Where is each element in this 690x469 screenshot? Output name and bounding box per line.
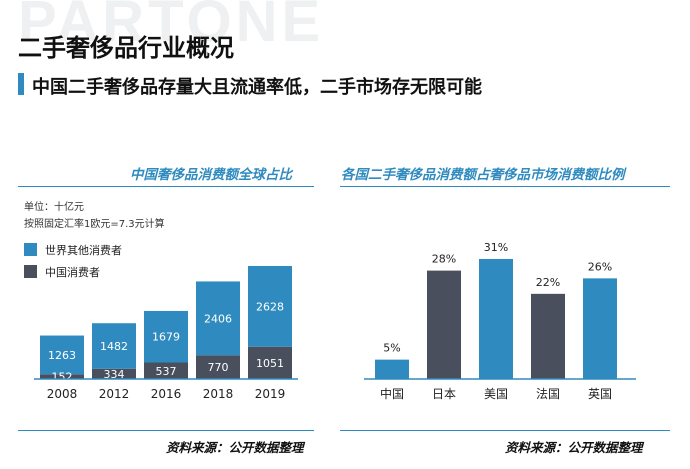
page-subtitle: 中国二手奢侈品存量大且流通率低，二手市场存无限可能 xyxy=(32,77,482,98)
label-china-2012: 334 xyxy=(104,368,125,381)
legend-swatch-world xyxy=(24,243,37,256)
bar-china-2008 xyxy=(40,374,84,379)
x-tick-法国: 法国 xyxy=(536,387,560,401)
bar-日本 xyxy=(427,270,461,379)
subtitle-accent-bar xyxy=(18,73,24,95)
legend-swatch-china xyxy=(24,265,37,278)
right-chart-title: 各国二手奢侈品消费额占奢侈品市场消费额比例 xyxy=(341,167,625,183)
bar-中国 xyxy=(375,359,409,379)
x-tick-2019: 2019 xyxy=(255,387,286,401)
value-label-法国: 22% xyxy=(536,276,560,289)
label-world-2018: 2406 xyxy=(204,312,232,325)
label-china-2016: 537 xyxy=(156,365,177,378)
x-tick-美国: 美国 xyxy=(484,387,508,401)
bar-china-2016 xyxy=(144,362,188,379)
x-tick-2008: 2008 xyxy=(47,387,78,401)
label-world-2019: 2628 xyxy=(256,300,284,313)
value-label-英国: 26% xyxy=(588,260,612,273)
bar-china-2018 xyxy=(196,355,240,379)
label-china-2008: 152 xyxy=(52,371,73,384)
left-chart-title: 中国奢侈品消费额全球占比 xyxy=(130,167,292,183)
right-footer-rule xyxy=(340,430,670,431)
left-title-rule xyxy=(18,186,314,187)
right-title-rule xyxy=(340,186,670,187)
unit-note: 单位：十亿元 xyxy=(24,202,84,213)
bar-美国 xyxy=(479,259,513,379)
bar-world-2016 xyxy=(144,310,188,363)
x-tick-2012: 2012 xyxy=(99,387,130,401)
bar-china-2019 xyxy=(248,346,292,379)
x-tick-2018: 2018 xyxy=(203,387,234,401)
value-label-中国: 5% xyxy=(383,342,400,355)
x-tick-2016: 2016 xyxy=(151,387,182,401)
label-world-2016: 1679 xyxy=(152,331,180,344)
left-source-note: 资料来源：公开数据整理 xyxy=(166,440,304,455)
legend-label-world: 世界其他消费者 xyxy=(45,244,122,257)
right-source-note: 资料来源：公开数据整理 xyxy=(505,440,643,455)
x-tick-英国: 英国 xyxy=(588,387,612,401)
value-label-美国: 31% xyxy=(484,241,508,254)
page-title: 二手奢侈品行业概况 xyxy=(18,34,234,62)
bar-英国 xyxy=(583,278,617,379)
bar-world-2019 xyxy=(248,266,292,347)
x-tick-日本: 日本 xyxy=(432,387,456,401)
label-china-2018: 770 xyxy=(208,361,229,374)
bar-法国 xyxy=(531,293,565,379)
watermark-logo-text: PARTONE xyxy=(18,0,325,54)
label-world-2008: 1263 xyxy=(48,349,76,362)
value-label-日本: 28% xyxy=(432,253,456,266)
bar-china-2012 xyxy=(92,368,136,379)
exchange-rate-note: 按照固定汇率1欧元=7.3元计算 xyxy=(24,219,165,230)
bar-world-2018 xyxy=(196,281,240,356)
x-tick-中国: 中国 xyxy=(380,386,404,401)
bar-world-2008 xyxy=(40,335,84,375)
left-footer-rule xyxy=(18,430,314,431)
bar-world-2012 xyxy=(92,323,136,369)
label-world-2012: 1482 xyxy=(100,340,128,353)
label-china-2019: 1051 xyxy=(256,357,284,370)
legend-label-china: 中国消费者 xyxy=(45,266,100,279)
